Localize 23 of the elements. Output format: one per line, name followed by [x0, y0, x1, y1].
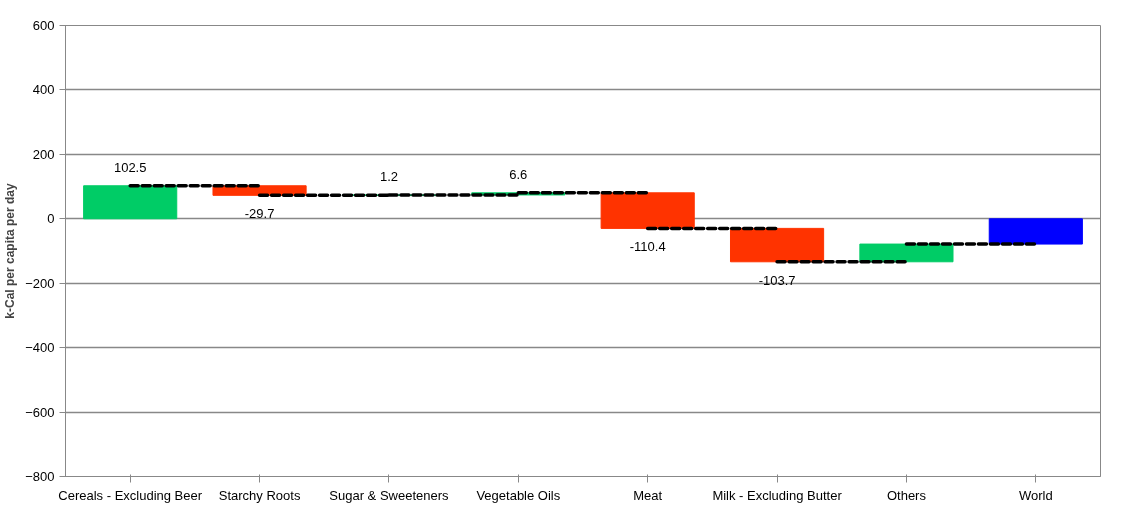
- data-label: -29.7: [244, 206, 275, 222]
- y-tick-label: 200: [32, 146, 55, 162]
- y-tick-label: −600: [25, 404, 55, 420]
- y-axis-title: k-Cal per capita per day: [3, 182, 18, 319]
- y-tick-label: 600: [32, 18, 55, 33]
- y-tick-label: −200: [25, 275, 55, 291]
- y-tick-label: −400: [25, 340, 55, 356]
- x-tick-label: Sugar & Sweeteners: [329, 487, 450, 503]
- data-label: -110.4: [629, 239, 666, 255]
- x-tick-label: Milk - Excluding Butter: [712, 487, 843, 503]
- y-tick-label: 400: [32, 82, 55, 98]
- y-tick-label: 0: [47, 211, 55, 227]
- x-tick-label: Cereals - Excluding Beer: [58, 487, 203, 503]
- data-label: -103.7: [758, 272, 796, 288]
- x-tick-label: Vegetable Oils: [476, 487, 561, 503]
- x-tick-label: Starchy Roots: [218, 487, 301, 503]
- data-label: 102.5: [113, 159, 147, 175]
- data-label: 6.6: [509, 166, 528, 182]
- y-tick-label: −800: [25, 469, 55, 484]
- data-label: 1.2: [379, 168, 398, 184]
- x-tick-label: Meat: [633, 487, 663, 503]
- x-tick-label: World: [1018, 487, 1053, 503]
- x-tick-label: Others: [886, 487, 927, 503]
